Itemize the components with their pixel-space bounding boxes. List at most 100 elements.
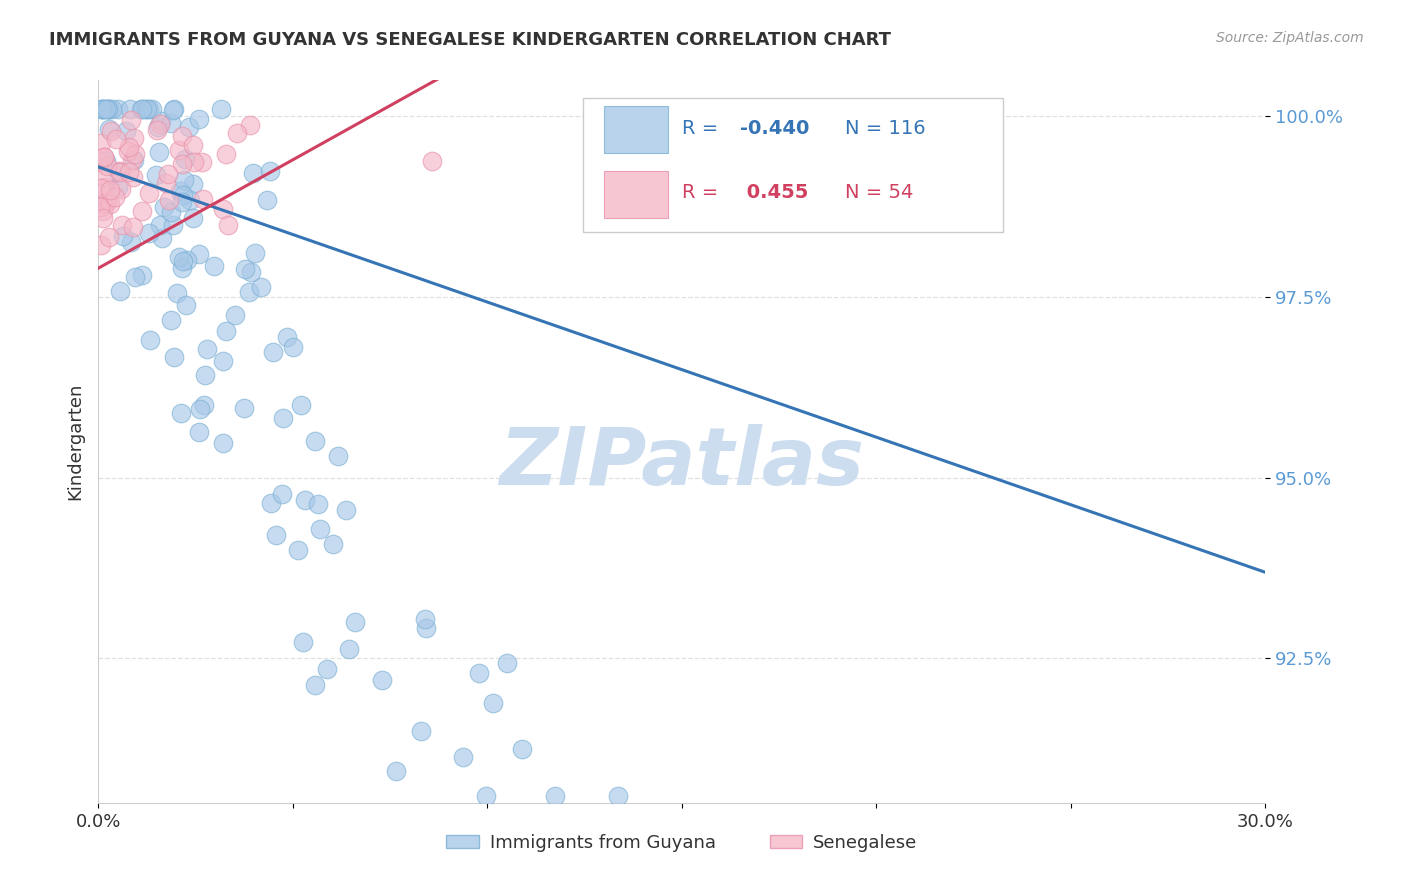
Point: [90, 181, 112, 195]
Point: [169, 184, 191, 198]
Point: [315, 662, 337, 676]
Text: R =: R =: [682, 183, 724, 202]
Point: [112, 228, 135, 243]
Point: [160, 313, 183, 327]
Point: [176, 252, 198, 267]
Point: [215, 324, 238, 338]
Text: Source: ZipAtlas.com: Source: ZipAtlas.com: [1216, 31, 1364, 45]
Point: [271, 411, 294, 425]
Point: [120, 113, 142, 128]
Point: [97, 229, 120, 244]
Point: [328, 449, 350, 463]
Point: [89, 200, 111, 214]
Point: [240, 265, 263, 279]
Point: [111, 218, 134, 232]
Point: [420, 153, 443, 168]
Point: [193, 398, 215, 412]
Point: [90, 136, 112, 151]
Point: [117, 144, 139, 158]
Point: [129, 102, 152, 116]
Point: [122, 219, 145, 234]
Point: [93, 170, 115, 185]
Point: [415, 621, 437, 635]
Point: [188, 112, 211, 127]
Point: [120, 235, 142, 249]
Point: [110, 165, 132, 179]
Point: [371, 673, 394, 688]
Point: [468, 666, 491, 681]
Point: [148, 145, 170, 159]
Point: [188, 247, 211, 261]
Point: [224, 308, 246, 322]
Point: [172, 128, 194, 143]
Point: [281, 340, 304, 354]
Point: [474, 789, 496, 803]
Point: [259, 163, 281, 178]
Point: [176, 298, 198, 312]
Point: [100, 102, 122, 116]
Point: [607, 789, 630, 803]
Point: [117, 164, 139, 178]
Point: [160, 116, 183, 130]
Text: R =: R =: [682, 120, 724, 138]
Bar: [603, 170, 668, 218]
Text: -0.440: -0.440: [741, 120, 810, 138]
Point: [121, 153, 143, 167]
Point: [100, 124, 122, 138]
Point: [118, 139, 141, 153]
Point: [191, 154, 214, 169]
Point: [166, 285, 188, 300]
Point: [202, 260, 225, 274]
Point: [243, 245, 266, 260]
Point: [160, 205, 183, 219]
Point: [264, 527, 287, 541]
Point: [93, 150, 115, 164]
Point: [118, 102, 141, 116]
Point: [212, 202, 235, 217]
Point: [510, 742, 533, 756]
Point: [290, 398, 312, 412]
Point: [131, 102, 153, 116]
Text: N = 54: N = 54: [845, 183, 914, 202]
Point: [177, 120, 200, 135]
Point: [138, 102, 160, 116]
Point: [309, 522, 332, 536]
Point: [239, 118, 262, 132]
Point: [114, 124, 136, 138]
Point: [322, 537, 344, 551]
Point: [172, 261, 194, 276]
Point: [138, 226, 160, 240]
Point: [98, 102, 121, 116]
Point: [238, 285, 260, 300]
Point: [98, 196, 121, 211]
Point: [169, 406, 191, 420]
Point: [107, 179, 129, 194]
Point: [96, 194, 118, 209]
Point: [181, 177, 204, 191]
Point: [191, 192, 214, 206]
Point: [292, 634, 315, 648]
Point: [134, 102, 156, 116]
Point: [260, 496, 283, 510]
Point: [157, 194, 180, 208]
Point: [91, 102, 114, 116]
Point: [122, 153, 145, 168]
Point: [105, 132, 128, 146]
Point: [384, 764, 406, 778]
Point: [150, 230, 173, 244]
Point: [249, 280, 271, 294]
Text: ZIPatlas: ZIPatlas: [499, 425, 865, 502]
Point: [107, 102, 129, 116]
Point: [108, 163, 131, 178]
Point: [172, 194, 194, 209]
Point: [181, 138, 204, 153]
Point: [335, 503, 357, 517]
Point: [212, 435, 235, 450]
Point: [149, 117, 172, 131]
Point: [141, 102, 163, 116]
Point: [242, 166, 264, 180]
Point: [98, 183, 121, 197]
Point: [233, 262, 256, 277]
Point: [149, 218, 172, 232]
Bar: [603, 105, 668, 153]
